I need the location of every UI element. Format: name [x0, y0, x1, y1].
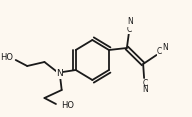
Text: HO: HO	[61, 101, 74, 110]
Text: N: N	[127, 18, 133, 26]
Text: C: C	[127, 24, 132, 33]
Text: HO: HO	[0, 53, 13, 62]
Text: C: C	[142, 79, 148, 88]
Text: N: N	[56, 69, 63, 79]
Text: C: C	[157, 48, 162, 57]
Text: N: N	[142, 86, 148, 95]
Text: N: N	[162, 44, 168, 53]
